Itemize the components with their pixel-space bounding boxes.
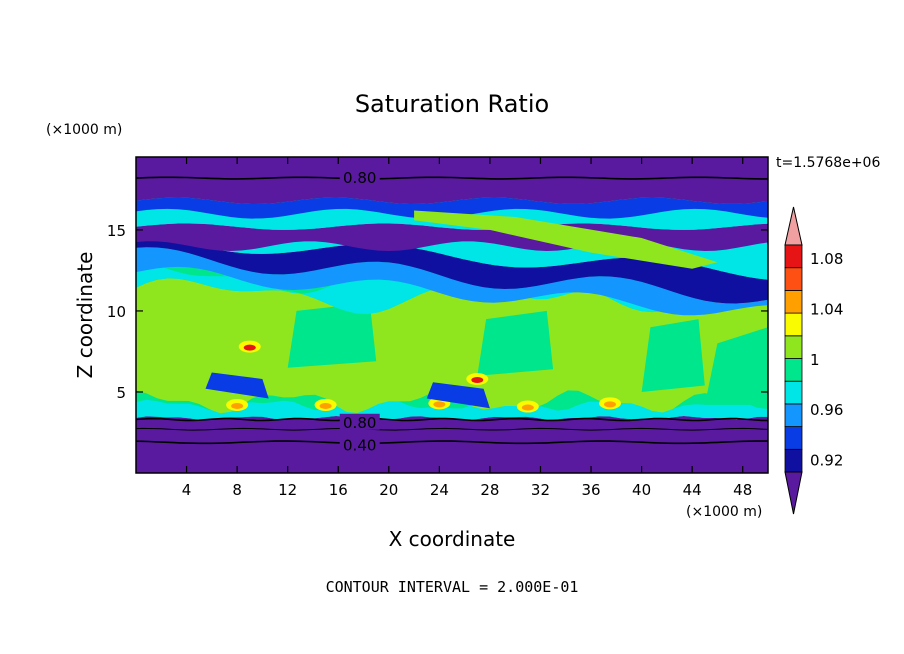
dry-gap [704, 327, 768, 405]
contour-lines: 0.80 0.80 0.40 [135, 169, 769, 454]
dry-gap [287, 302, 377, 368]
contour-line [135, 427, 769, 431]
saturation-field [136, 157, 768, 473]
colorbar-min-arrow [784, 471, 803, 515]
x-tick-label: 12 [278, 481, 297, 499]
x-tick-label: 20 [379, 481, 398, 499]
colorbar-swatch [784, 312, 803, 337]
colorbar-label: 0.92 [810, 452, 843, 470]
time-label: t=1.5768e+06 [776, 155, 880, 171]
contour-line [135, 440, 768, 445]
contour-label-bg [339, 169, 380, 186]
supersaturation-core [521, 404, 534, 411]
upper-dry-streak [136, 223, 768, 251]
colorbar-swatch [784, 358, 803, 382]
colorbar-label: 0.96 [810, 401, 843, 419]
dry-gap [477, 310, 554, 376]
dry-intrusion [205, 372, 269, 399]
cloud-region [136, 278, 768, 414]
y-axis-label: Z coordinate [73, 252, 97, 379]
supersaturation-core [471, 377, 484, 384]
colorbar-swatch [784, 267, 803, 291]
x-tick-label: 24 [430, 481, 449, 499]
x-tick-label: 32 [531, 481, 550, 499]
contour-line [135, 176, 768, 180]
lower-dry-layer [136, 416, 768, 473]
supersaturation-core [319, 402, 332, 409]
colorbar-max-arrow [784, 206, 803, 246]
colorbar-label: 1.04 [810, 300, 843, 318]
colorbar-label: 1.08 [810, 250, 843, 268]
y-tick-label: 15 [107, 222, 126, 240]
upper-navy-band [136, 232, 768, 304]
y-axis-ticks: 5 10 15 [107, 222, 768, 402]
x-tick-label: 16 [329, 481, 348, 499]
stratosphere-dry-layer [136, 157, 768, 204]
x-axis-label: X coordinate [389, 527, 516, 551]
colorbar-swatch [784, 380, 803, 405]
colorbar-label: 1 [810, 351, 820, 369]
colorbar: 0.92 0.96 1 1.04 1.08 [784, 206, 843, 515]
contour-interval-note: CONTOUR INTERVAL = 2.000E-01 [326, 578, 579, 596]
contour-label: 0.80 [343, 169, 376, 187]
supersaturation-core [604, 401, 616, 408]
y-tick-label: 5 [116, 384, 126, 402]
colorbar-swatch [784, 335, 803, 359]
x-tick-label: 8 [232, 481, 242, 499]
dry-intrusion [426, 382, 490, 409]
y-unit-label: (×1000 m) [46, 122, 122, 138]
plot-frame [135, 156, 769, 474]
upper-blue-band [136, 197, 768, 219]
y-tick-label: 10 [107, 303, 126, 321]
x-tick-label: 36 [581, 481, 600, 499]
x-tick-label: 44 [683, 481, 702, 499]
supersaturation-core [243, 344, 256, 351]
contour-label-bg [339, 413, 380, 430]
x-axis-ticks: 4 8 12 16 20 24 28 32 36 40 44 48 [182, 157, 752, 499]
colorbar-swatch [784, 426, 803, 450]
contour-label: 0.40 [343, 436, 376, 454]
x-tick-label: 28 [480, 481, 499, 499]
chart-title: Saturation Ratio [355, 90, 549, 118]
supersaturation-core [433, 401, 446, 408]
upper-cloud-lens [414, 210, 718, 269]
colorbar-swatch [784, 448, 803, 473]
contour-label-bg [339, 436, 380, 453]
upper-sky-band [136, 247, 768, 316]
colorbar-swatch [784, 244, 803, 269]
colorbar-swatch [784, 403, 803, 427]
x-tick-label: 40 [632, 481, 651, 499]
contour-label: 0.80 [343, 414, 376, 432]
supersaturation-core [231, 402, 244, 409]
x-tick-label: 4 [182, 481, 192, 499]
dry-gap [641, 319, 705, 392]
x-unit-label: (×1000 m) [686, 504, 762, 520]
contour-line [135, 417, 769, 422]
x-tick-label: 48 [733, 481, 752, 499]
colorbar-swatch [784, 289, 803, 314]
